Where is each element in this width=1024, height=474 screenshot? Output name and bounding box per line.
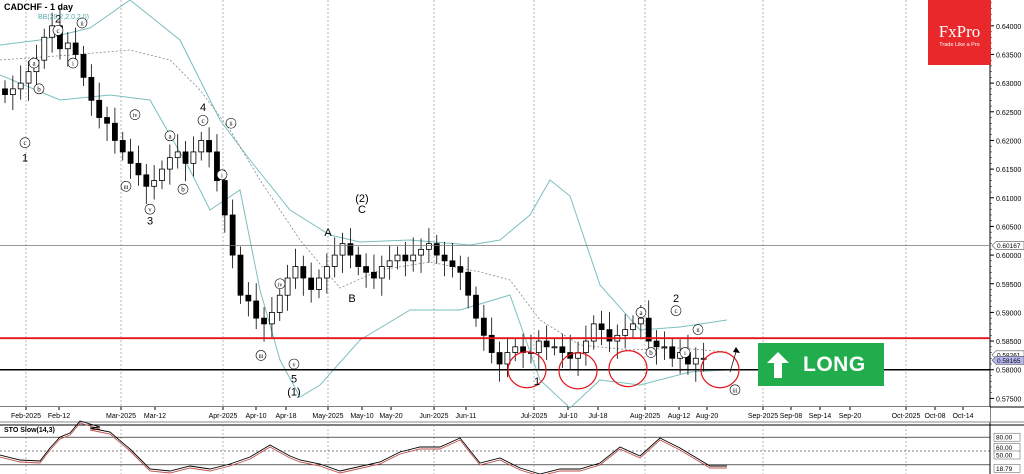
svg-text:Oct-14: Oct-14 [952,413,973,420]
svg-text:2: 2 [673,293,679,305]
svg-text:a: a [32,60,36,68]
bollinger-label: BB(20,2,2.0,2.0) [38,14,89,21]
svg-text:Feb-12: Feb-12 [48,413,70,420]
logo-tagline: Trade Like a Pro [939,42,980,48]
svg-text:a: a [168,132,172,140]
svg-text:b: b [37,85,41,93]
svg-text:0.63500: 0.63500 [996,52,1021,59]
svg-text:0.58165: 0.58165 [997,358,1021,365]
svg-text:a: a [639,309,643,317]
svg-text:Jul-18: Jul-18 [588,413,607,420]
svg-text:ii: ii [229,122,233,128]
svg-text:iv: iv [278,282,283,288]
chart-title: CADCHF - 1 day [4,2,74,12]
svg-text:Oct-08: Oct-08 [924,413,945,420]
svg-text:0.62000: 0.62000 [996,138,1021,145]
svg-text:2: 2 [55,13,61,25]
svg-text:Oct-2025: Oct-2025 [892,413,921,420]
svg-text:Aug-2025: Aug-2025 [630,413,660,420]
svg-text:c: c [56,27,59,35]
svg-text:80.00: 80.00 [996,435,1013,442]
svg-text:0.58000: 0.58000 [996,368,1021,375]
arrow-up-icon [767,351,789,378]
svg-text:(2): (2) [355,193,368,205]
svg-text:0.58500: 0.58500 [996,339,1021,346]
svg-text:0.63000: 0.63000 [996,81,1021,88]
svg-text:c: c [674,307,677,315]
svg-text:Apr-10: Apr-10 [245,413,266,420]
svg-text:0.61000: 0.61000 [996,196,1021,203]
svg-text:18.79: 18.79 [996,466,1013,473]
fxpro-logo: FxPro Trade Like a Pro [928,0,991,65]
svg-text:May-10: May-10 [350,413,373,420]
svg-text:iii: iii [732,388,737,394]
logo-brand: FxPro [938,22,981,41]
svg-text:0.58261: 0.58261 [997,352,1021,359]
svg-text:0.62500: 0.62500 [996,110,1021,117]
svg-text:iii: iii [258,354,263,360]
svg-text:4: 4 [200,102,206,114]
svg-text:C: C [358,204,366,216]
svg-text:0.60000: 0.60000 [996,253,1021,260]
svg-text:Jun-11: Jun-11 [456,413,477,420]
svg-text:v: v [149,208,152,214]
svg-text:1: 1 [22,153,28,165]
long-signal-badge: LONG [758,343,884,386]
svg-text:iii: iii [123,185,128,191]
svg-text:i: i [221,173,223,179]
svg-text:v: v [293,363,296,369]
svg-text:Jul-10: Jul-10 [558,413,577,420]
svg-text:Sep-08: Sep-08 [780,413,803,420]
svg-text:Aug-12: Aug-12 [668,413,691,420]
svg-text:0.64000: 0.64000 [996,24,1021,31]
svg-text:0.59500: 0.59500 [996,282,1021,289]
svg-text:1: 1 [534,376,540,388]
svg-text:A: A [324,227,332,239]
svg-text:iv: iv [133,113,138,119]
svg-text:0.60500: 0.60500 [996,224,1021,231]
svg-text:3: 3 [147,216,153,228]
svg-text:Apr-2025: Apr-2025 [209,413,238,420]
svg-text:0.61500: 0.61500 [996,167,1021,174]
svg-text:Sep-20: Sep-20 [839,413,862,420]
svg-text:50.00: 50.00 [996,453,1013,460]
svg-text:May-2025: May-2025 [312,413,343,420]
svg-text:b: b [181,186,185,194]
svg-text:Sep-2025: Sep-2025 [748,413,778,420]
svg-text:Mar-12: Mar-12 [144,413,166,420]
svg-text:5: 5 [291,373,297,385]
svg-text:B: B [348,293,355,305]
svg-text:0.60167: 0.60167 [997,243,1021,250]
svg-text:(1): (1) [287,387,300,399]
svg-text:Mar-2025: Mar-2025 [106,413,136,420]
svg-text:ii: ii [696,328,700,334]
svg-text:Aug-20: Aug-20 [696,413,719,420]
svg-text:Jul-2025: Jul-2025 [521,413,548,420]
svg-text:c: c [201,117,204,125]
svg-text:Apr-18: Apr-18 [275,413,296,420]
svg-text:Jun-2025: Jun-2025 [419,413,448,420]
svg-text:0.59000: 0.59000 [996,310,1021,317]
long-label: LONG [803,352,866,376]
svg-text:60.00: 60.00 [996,445,1013,452]
svg-text:0.57500: 0.57500 [996,396,1021,403]
svg-text:ii: ii [80,21,84,27]
svg-text:c: c [23,139,26,147]
svg-text:Sep-14: Sep-14 [809,413,832,420]
svg-text:i: i [72,62,74,68]
svg-text:b: b [649,349,653,357]
svg-text:Feb-2025: Feb-2025 [11,413,41,420]
stochastic-label: STO Slow(14,3) [4,427,55,434]
svg-text:May-20: May-20 [379,413,402,420]
svg-text:i: i [684,351,686,357]
